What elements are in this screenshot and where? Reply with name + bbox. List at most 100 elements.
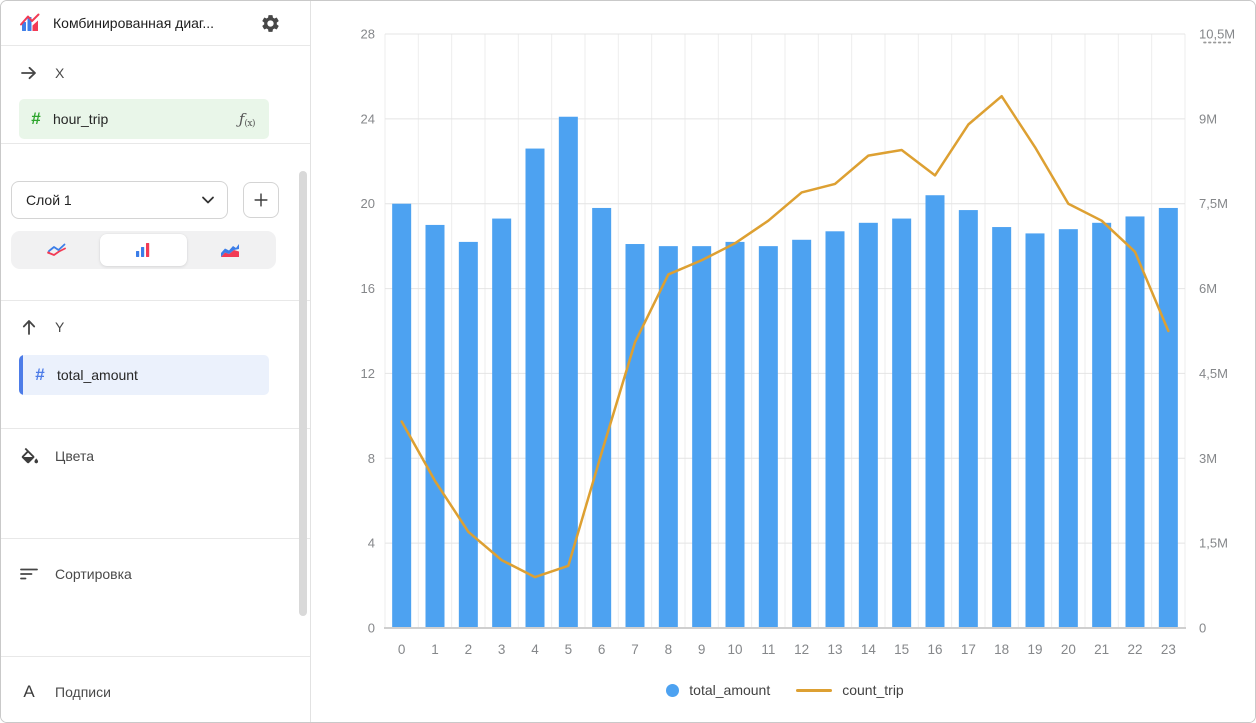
left-axis-tick-label: 8 [368,451,375,466]
colors-label: Цвета [55,448,94,464]
right-axis-tick-label: 7,5M [1199,196,1228,211]
bar-2[interactable] [458,241,478,628]
bar-10[interactable] [725,241,745,628]
left-axis-tick-label: 4 [368,536,375,551]
left-axis-tick-label: 0 [368,621,375,636]
bar-18[interactable] [992,227,1012,629]
chart-legend: total_amount count_trip [385,676,1185,704]
bar-15[interactable] [892,218,912,629]
number-field-icon: # [31,109,41,128]
layer-select-value: Слой 1 [26,192,72,208]
bar-16[interactable] [925,195,945,628]
bar-0[interactable] [392,203,412,628]
paint-bucket-icon [19,446,39,466]
left-axis-tick-label: 16 [361,281,375,296]
x-axis-category-label: 23 [1161,642,1176,657]
field-name: hour_trip [53,111,109,127]
left-axis-tick-label: 24 [361,111,375,126]
bar-6[interactable] [592,207,612,628]
x-axis-category-label: 14 [861,642,877,657]
x-axis-category-label: 4 [531,642,539,657]
y-axis-section-header: Y [1,312,310,342]
sort-icon [19,564,39,584]
divider [1,143,310,144]
left-axis-tick-label: 12 [361,366,375,381]
legend-item-count-trip[interactable]: count_trip [796,682,904,698]
bar-21[interactable] [1092,222,1112,629]
letter-a-icon: A [23,682,35,701]
x-axis-category-label: 0 [398,642,406,657]
y-axis-section-label: Y [55,319,65,335]
divider [1,538,310,539]
divider [1,428,310,429]
bar-8[interactable] [658,246,678,628]
sidebar-scrollbar-thumb[interactable] [299,171,307,616]
bar-22[interactable] [1125,216,1145,628]
sidebar: Комбинированная диаг... X # hour_trip ƒ(… [1,1,311,722]
bar-11[interactable] [758,246,778,628]
layer-row: Слой 1 [11,181,310,219]
field-chip-total-amount[interactable]: # total_amount [19,355,269,395]
colors-section[interactable]: Цвета [1,441,310,471]
bar-12[interactable] [792,239,812,628]
bar-1[interactable] [425,224,445,628]
combo-chart-logo-icon [20,13,40,31]
count-trip-line[interactable] [400,94,1170,579]
settings-button[interactable] [259,12,281,34]
bar-7[interactable] [625,244,645,628]
bar-3[interactable] [492,218,512,629]
chart-type-area[interactable] [187,234,273,266]
chart-title: Комбинированная диаг... [53,15,214,31]
legend-line-marker [796,688,833,692]
right-axis-tick-label: 3M [1199,451,1217,466]
labels-section[interactable]: A Подписи [1,677,310,707]
bar-23[interactable] [1158,207,1178,628]
x-axis-category-label: 8 [665,642,673,657]
field-name: total_amount [57,367,138,383]
x-axis-category-label: 20 [1061,642,1076,657]
bar-14[interactable] [858,222,878,629]
left-axis-tick-label: 20 [361,196,375,211]
chart-type-lines[interactable] [14,234,100,266]
x-axis-category-label: 21 [1094,642,1109,657]
bar-13[interactable] [825,231,845,629]
bar-4[interactable] [525,148,545,629]
x-axis-category-label: 7 [631,642,639,657]
left-axis-tick-label: 28 [361,27,375,42]
chart-preview-panel: 0 4 8 12 16 20 24 28 0 1,5M 3M 4,5M 6M 7,5M 9M 10,5M 0 1 2… [311,1,1256,723]
x-axis-category-label: 2 [465,642,473,657]
labels-label: Подписи [55,684,111,700]
x-axis-category-label: 5 [565,642,573,657]
sorting-section[interactable]: Сортировка [1,559,310,589]
x-axis-category-label: 9 [698,642,706,657]
chart-type-switcher [11,231,276,269]
bar-17[interactable] [958,210,978,629]
legend-label: total_amount [689,682,771,698]
x-axis-section-header: X [1,58,310,88]
layer-select[interactable]: Слой 1 [11,181,228,219]
chevron-down-icon [202,196,214,204]
right-axis-tick-label: 4,5M [1199,366,1228,381]
x-axis-section-label: X [55,65,65,81]
x-axis-category-label: 3 [498,642,506,657]
bar-5[interactable] [558,116,578,628]
right-axis-tick-label: 9M [1199,111,1217,126]
x-axis-category-label: 18 [994,642,1009,657]
bar-20[interactable] [1058,229,1078,628]
legend-label: count_trip [842,682,904,698]
area-chart-icon [220,244,239,257]
x-axis-category-label: 22 [1127,642,1142,657]
field-chip-hour-trip[interactable]: # hour_trip ƒ(x) [19,99,269,139]
x-axis-category-label: 11 [761,642,775,657]
right-axis-tick-label: 6M [1199,281,1217,296]
add-layer-button[interactable] [243,182,279,218]
sidebar-header: Комбинированная диаг... [1,1,310,46]
bar-9[interactable] [692,246,712,628]
bar-19[interactable] [1025,233,1045,628]
divider [1,300,310,301]
line-chart-icon [47,243,67,256]
legend-item-total-amount[interactable]: total_amount [666,682,770,698]
chart-type-bars[interactable] [100,234,187,266]
